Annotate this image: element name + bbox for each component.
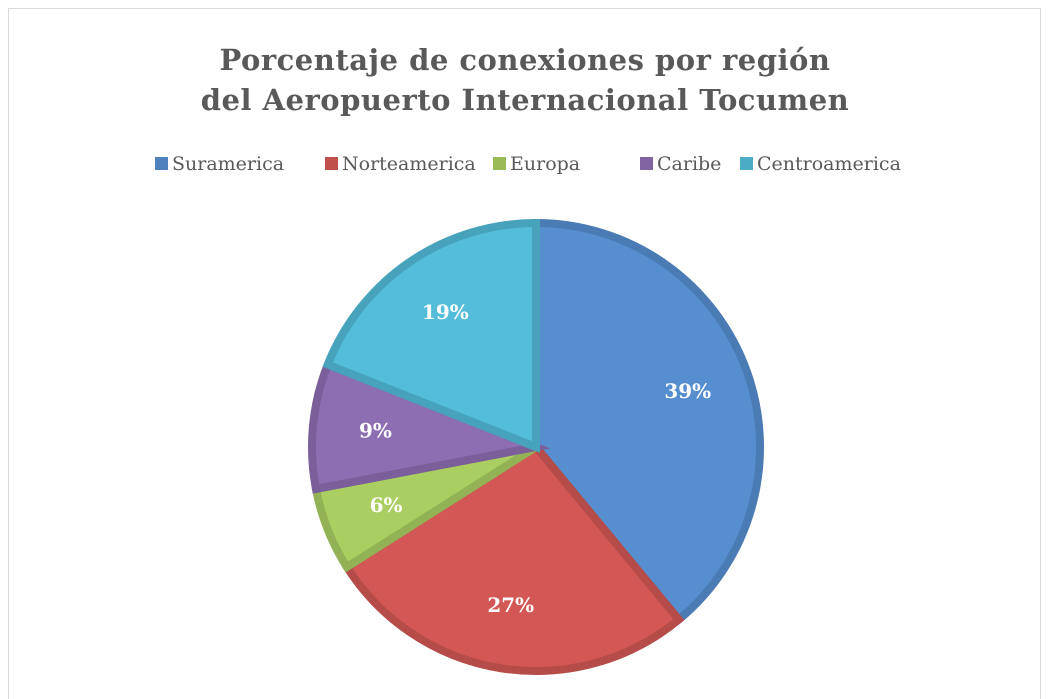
legend-label: Centroamerica [757,153,901,175]
pie-slice [341,441,685,675]
legend-swatch [155,157,168,170]
legend-swatch [325,157,338,170]
chart-frame [8,8,1041,699]
data-label: 39% [664,379,711,403]
legend-swatch [493,157,506,170]
chart-title: Porcentaje de conexiones por región del … [200,43,850,117]
pie-slice [532,218,764,626]
pie-slice [322,218,540,453]
data-label: 19% [422,300,469,324]
legend-swatch [740,157,753,170]
pie-slice [308,359,551,494]
legend-swatch [640,157,653,170]
data-label: 27% [487,593,534,617]
legend-label: Norteamerica [342,153,476,175]
data-label: 6% [370,493,403,517]
legend-label: Caribe [657,153,721,175]
legend-label: Europa [510,153,580,175]
legend-label: Suramerica [172,153,284,175]
data-label: 9% [359,418,392,442]
